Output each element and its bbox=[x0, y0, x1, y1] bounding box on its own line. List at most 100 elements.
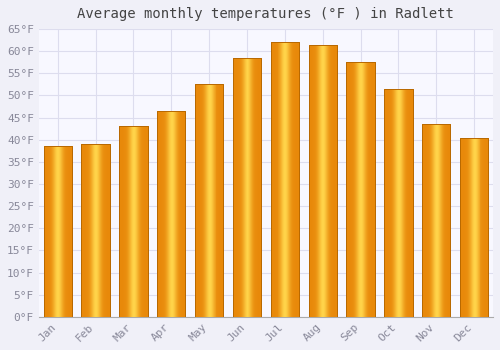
Bar bbox=[195, 84, 224, 317]
Bar bbox=[157, 111, 158, 317]
Bar bbox=[182, 111, 184, 317]
Bar bbox=[161, 111, 162, 317]
Bar bbox=[158, 111, 159, 317]
Bar bbox=[429, 124, 430, 317]
Bar bbox=[346, 62, 348, 317]
Bar bbox=[84, 144, 86, 317]
Bar bbox=[197, 84, 198, 317]
Bar bbox=[252, 58, 254, 317]
Bar bbox=[365, 62, 366, 317]
Bar bbox=[138, 126, 139, 317]
Bar bbox=[465, 138, 466, 317]
Bar bbox=[363, 62, 364, 317]
Bar bbox=[92, 144, 93, 317]
Bar bbox=[259, 58, 260, 317]
Bar bbox=[361, 62, 362, 317]
Bar bbox=[484, 138, 486, 317]
Bar bbox=[270, 42, 299, 317]
Bar bbox=[124, 126, 125, 317]
Bar bbox=[234, 58, 235, 317]
Bar bbox=[358, 62, 359, 317]
Bar bbox=[424, 124, 425, 317]
Bar bbox=[427, 124, 428, 317]
Bar bbox=[133, 126, 134, 317]
Bar bbox=[242, 58, 244, 317]
Bar bbox=[109, 144, 110, 317]
Bar bbox=[362, 62, 363, 317]
Bar bbox=[428, 124, 429, 317]
Bar bbox=[106, 144, 107, 317]
Bar bbox=[374, 62, 375, 317]
Bar bbox=[164, 111, 165, 317]
Bar bbox=[384, 89, 385, 317]
Bar bbox=[295, 42, 296, 317]
Bar bbox=[389, 89, 390, 317]
Bar bbox=[238, 58, 240, 317]
Bar bbox=[444, 124, 446, 317]
Bar bbox=[82, 144, 84, 317]
Bar bbox=[233, 58, 261, 317]
Bar bbox=[68, 146, 69, 317]
Bar bbox=[139, 126, 140, 317]
Bar bbox=[200, 84, 201, 317]
Bar bbox=[324, 44, 325, 317]
Bar bbox=[220, 84, 222, 317]
Bar bbox=[293, 42, 294, 317]
Bar bbox=[460, 138, 488, 317]
Bar bbox=[214, 84, 216, 317]
Bar bbox=[61, 146, 62, 317]
Bar bbox=[129, 126, 130, 317]
Bar bbox=[430, 124, 431, 317]
Bar bbox=[132, 126, 133, 317]
Bar bbox=[328, 44, 329, 317]
Bar bbox=[367, 62, 368, 317]
Bar bbox=[318, 44, 320, 317]
Bar bbox=[314, 44, 316, 317]
Bar bbox=[278, 42, 280, 317]
Bar bbox=[330, 44, 331, 317]
Bar bbox=[97, 144, 98, 317]
Bar bbox=[63, 146, 64, 317]
Bar bbox=[435, 124, 436, 317]
Bar bbox=[216, 84, 218, 317]
Bar bbox=[260, 58, 261, 317]
Bar bbox=[364, 62, 365, 317]
Bar bbox=[44, 146, 46, 317]
Bar bbox=[480, 138, 482, 317]
Bar bbox=[130, 126, 131, 317]
Bar bbox=[406, 89, 408, 317]
Bar bbox=[128, 126, 129, 317]
Bar bbox=[488, 138, 490, 317]
Bar bbox=[261, 58, 262, 317]
Bar bbox=[463, 138, 464, 317]
Bar bbox=[350, 62, 352, 317]
Bar bbox=[296, 42, 297, 317]
Bar bbox=[105, 144, 106, 317]
Bar bbox=[354, 62, 355, 317]
Bar bbox=[476, 138, 478, 317]
Bar bbox=[404, 89, 405, 317]
Bar bbox=[335, 44, 336, 317]
Bar bbox=[233, 58, 261, 317]
Bar bbox=[96, 144, 97, 317]
Bar bbox=[408, 89, 410, 317]
Bar bbox=[168, 111, 169, 317]
Bar bbox=[70, 146, 71, 317]
Bar bbox=[355, 62, 356, 317]
Bar bbox=[369, 62, 370, 317]
Bar bbox=[57, 146, 58, 317]
Bar bbox=[432, 124, 433, 317]
Bar bbox=[160, 111, 161, 317]
Bar bbox=[222, 84, 224, 317]
Bar bbox=[323, 44, 324, 317]
Bar bbox=[394, 89, 395, 317]
Bar bbox=[134, 126, 135, 317]
Bar bbox=[172, 111, 173, 317]
Bar bbox=[54, 146, 56, 317]
Bar bbox=[88, 144, 89, 317]
Bar bbox=[126, 126, 127, 317]
Bar bbox=[392, 89, 393, 317]
Bar bbox=[142, 126, 144, 317]
Bar bbox=[410, 89, 412, 317]
Bar bbox=[176, 111, 178, 317]
